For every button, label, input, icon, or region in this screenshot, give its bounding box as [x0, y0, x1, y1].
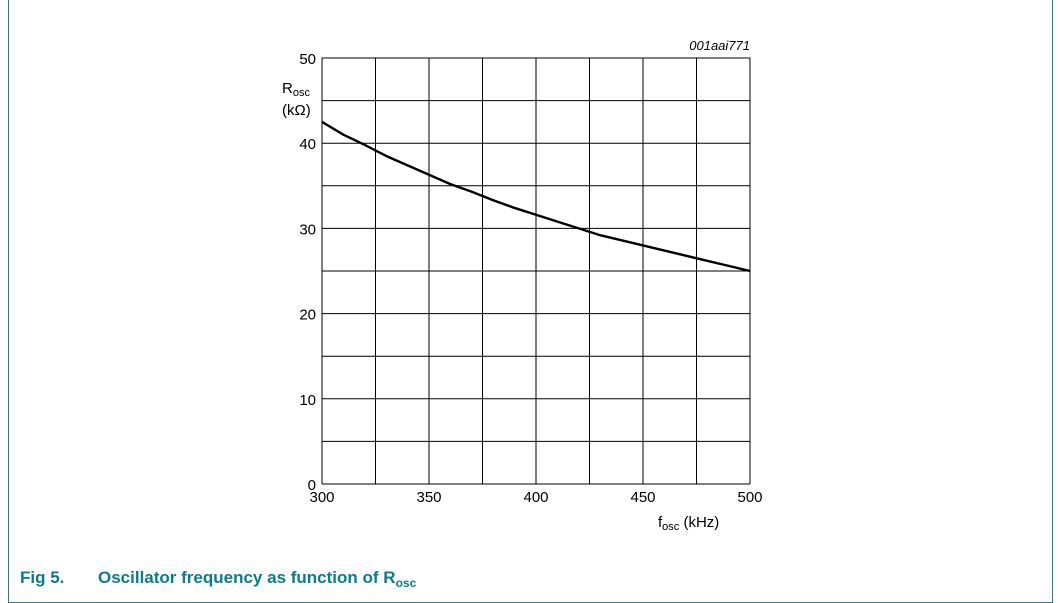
y-tick-label: 10	[299, 392, 316, 409]
y-axis-label-sub: osc	[292, 87, 310, 99]
figure-caption: Fig 5. Oscillator frequency as function o…	[20, 568, 416, 590]
y-tick-label: 30	[299, 221, 316, 238]
caption-subscript: osc	[395, 576, 417, 590]
y-axis-label: Rosc (kΩ)	[282, 80, 311, 120]
y-tick-label: 0	[308, 477, 316, 494]
y-axis-label-unit: (kΩ)	[282, 102, 311, 119]
series-line	[321, 120, 751, 273]
series	[321, 120, 751, 273]
grid	[321, 57, 751, 485]
figure-id: 001aai771	[689, 38, 750, 53]
caption-text: Oscillator frequency as function of R	[98, 568, 396, 587]
x-tick-label: 300	[309, 489, 334, 506]
x-tick-label: 450	[630, 489, 655, 506]
x-tick-label: 400	[523, 489, 548, 506]
y-tick-label: 20	[299, 307, 316, 324]
y-axis-label-main: R	[282, 80, 293, 97]
x-axis-label-sub: osc	[662, 521, 680, 533]
y-tick-label: 50	[299, 51, 316, 68]
caption-number: Fig 5.	[20, 568, 65, 587]
y-tick-label: 40	[299, 136, 316, 153]
tick-labels: 300 350 400 450 500 0 10 20 30 40 50	[299, 51, 762, 506]
x-tick-label: 500	[737, 489, 762, 506]
x-tick-label: 350	[416, 489, 441, 506]
x-axis-label: fosc (kHz)	[658, 514, 719, 533]
x-axis-label-unit: (kHz)	[683, 514, 720, 531]
x-axis-label-main: f	[658, 514, 663, 531]
